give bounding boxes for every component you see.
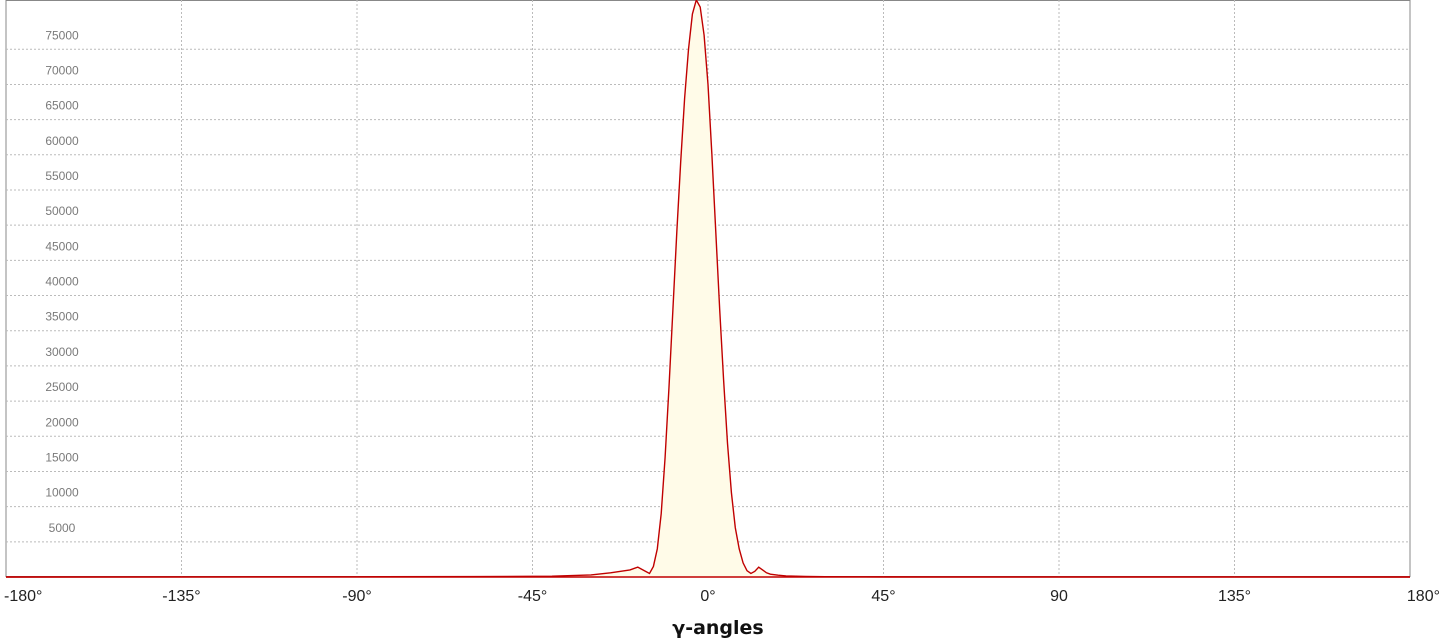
x-tick-label: 45° — [871, 588, 895, 605]
x-tick-label: -90° — [342, 588, 372, 605]
y-tick-label: 20000 — [45, 415, 79, 429]
x-axis-label: γ-angles — [672, 617, 763, 639]
x-tick-label: -45° — [518, 588, 548, 605]
y-tick-label: 55000 — [45, 169, 79, 183]
x-tick-label: 0° — [700, 588, 715, 605]
y-tick-label: 10000 — [45, 486, 79, 500]
x-tick-label: 180° — [1407, 588, 1440, 605]
y-tick-label: 35000 — [45, 310, 79, 324]
series-line — [5, 0, 1411, 578]
x-tick-label: -135° — [162, 588, 200, 605]
y-tick-label: 70000 — [45, 63, 79, 77]
x-tick-label: 135° — [1218, 588, 1251, 605]
y-tick-label: 15000 — [45, 450, 79, 464]
y-tick-label: 65000 — [45, 99, 79, 113]
x-tick-label: 90 — [1050, 588, 1068, 605]
y-tick-label: 30000 — [45, 345, 79, 359]
y-tick-label: 45000 — [45, 239, 79, 253]
y-tick-label: 50000 — [45, 204, 79, 218]
x-grid — [181, 0, 1235, 577]
y-tick-label: 25000 — [45, 380, 79, 394]
x-tick-label: -180° — [4, 588, 42, 605]
x-axis-tick-labels: -180° -135° -90° -45° 0° 45° 90 135° 180° — [4, 588, 1440, 605]
y-tick-label: 5000 — [49, 521, 76, 535]
series-area — [6, 0, 1410, 577]
y-tick-label: 75000 — [45, 28, 79, 42]
y-tick-label: 40000 — [45, 275, 79, 289]
y-tick-label: 60000 — [45, 134, 79, 148]
y-axis-tick-labels: 5000 10000 15000 20000 25000 30000 35000 40000 4… — [45, 28, 79, 535]
